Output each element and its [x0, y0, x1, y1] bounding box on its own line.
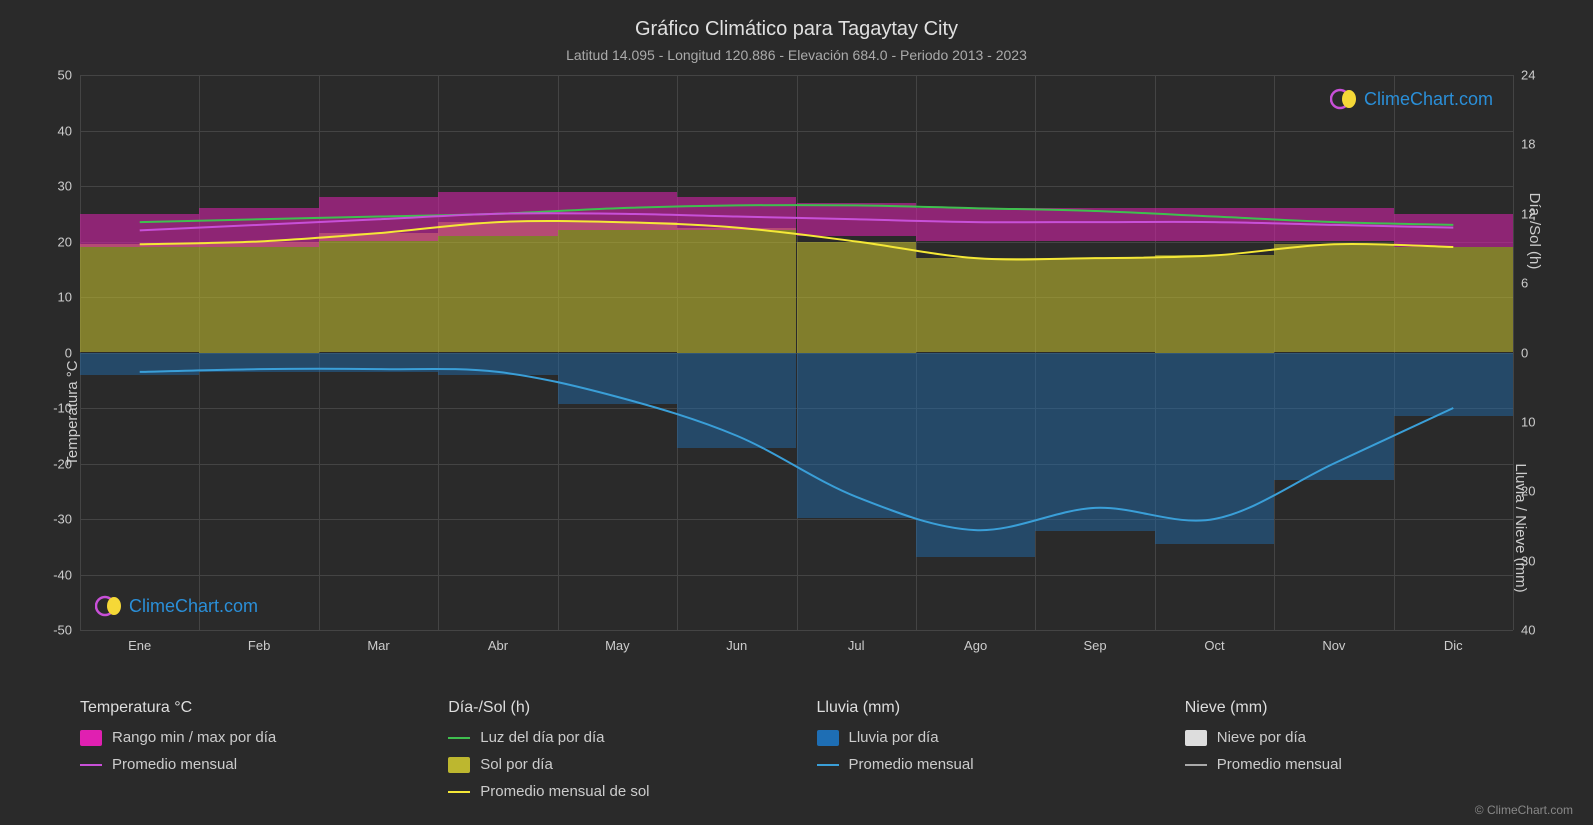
y-tick-left: -50: [53, 623, 72, 638]
plot-area: 50403020100-10-20-30-40-5024181260102030…: [80, 75, 1513, 630]
x-tick-month: Abr: [488, 638, 508, 653]
rain-avg-line: [140, 369, 1454, 530]
legend-header: Nieve (mm): [1185, 699, 1513, 717]
copyright: © ClimeChart.com: [1475, 803, 1573, 817]
y-tick-left: 10: [58, 290, 72, 305]
y-axis-right-top-title: Día-/Sol (h): [1526, 193, 1543, 270]
line-icon: [448, 737, 470, 739]
legend-item: Nieve por día: [1185, 729, 1513, 746]
watermark-text: ClimeChart.com: [129, 596, 258, 617]
legend-header: Lluvia (mm): [817, 699, 1145, 717]
y-tick-right-top: 12: [1521, 206, 1535, 221]
legend-column: Día-/Sol (h) Luz del día por día Sol por d…: [448, 699, 776, 810]
y-tick-left: -30: [53, 512, 72, 527]
x-tick-month: Feb: [248, 638, 270, 653]
y-tick-right-bottom: 30: [1521, 553, 1535, 568]
y-tick-right-top: 6: [1521, 276, 1528, 291]
legend-item: Lluvia por día: [817, 729, 1145, 746]
x-tick-month: Mar: [367, 638, 389, 653]
chart-title: Gráfico Climático para Tagaytay City: [0, 0, 1593, 41]
legend: Temperatura °C Rango min / max por día Pro…: [80, 699, 1513, 810]
legend-label: Sol por día: [480, 756, 553, 773]
sun-avg-line: [140, 221, 1454, 259]
y-tick-right-top: 18: [1521, 137, 1535, 152]
x-tick-month: Ene: [128, 638, 151, 653]
y-tick-right-top: 24: [1521, 68, 1535, 83]
legend-label: Nieve por día: [1217, 729, 1306, 746]
legend-item: Rango min / max por día: [80, 729, 408, 746]
legend-label: Rango min / max por día: [112, 729, 276, 746]
line-icon: [1185, 764, 1207, 766]
y-tick-left: 50: [58, 68, 72, 83]
y-tick-right-bottom: 40: [1521, 623, 1535, 638]
legend-item: Promedio mensual: [80, 756, 408, 773]
legend-item: Luz del día por día: [448, 729, 776, 746]
legend-label: Promedio mensual: [849, 756, 974, 773]
legend-column: Nieve (mm) Nieve por día Promedio mensual: [1185, 699, 1513, 810]
swatch-icon: [448, 757, 470, 773]
y-tick-left: 0: [65, 345, 72, 360]
legend-column: Lluvia (mm) Lluvia por día Promedio mensua…: [817, 699, 1145, 810]
legend-column: Temperatura °C Rango min / max por día Pro…: [80, 699, 408, 810]
line-icon: [817, 764, 839, 766]
swatch-icon: [1185, 730, 1207, 746]
line-icon: [80, 764, 102, 766]
legend-header: Día-/Sol (h): [448, 699, 776, 717]
line-icon: [448, 791, 470, 793]
x-tick-month: Dic: [1444, 638, 1463, 653]
x-tick-month: Jul: [848, 638, 865, 653]
logo-icon: [1330, 85, 1358, 113]
y-tick-right-bottom: 10: [1521, 414, 1535, 429]
legend-item: Promedio mensual de sol: [448, 783, 776, 800]
y-tick-right-top: 0: [1521, 345, 1528, 360]
y-tick-left: 30: [58, 179, 72, 194]
legend-item: Promedio mensual: [817, 756, 1145, 773]
x-tick-month: May: [605, 638, 630, 653]
gridline-v: [1513, 75, 1514, 630]
watermark-bottom: ClimeChart.com: [95, 592, 258, 620]
swatch-icon: [817, 730, 839, 746]
legend-item: Sol por día: [448, 756, 776, 773]
y-tick-left: 20: [58, 234, 72, 249]
legend-header: Temperatura °C: [80, 699, 408, 717]
chart-lines: [80, 75, 1513, 630]
y-tick-right-bottom: 20: [1521, 484, 1535, 499]
logo-icon: [95, 592, 123, 620]
x-tick-month: Jun: [726, 638, 747, 653]
x-tick-month: Sep: [1083, 638, 1106, 653]
x-tick-month: Nov: [1322, 638, 1345, 653]
x-tick-month: Ago: [964, 638, 987, 653]
legend-item: Promedio mensual: [1185, 756, 1513, 773]
y-tick-left: -10: [53, 401, 72, 416]
swatch-icon: [80, 730, 102, 746]
legend-label: Promedio mensual: [1217, 756, 1342, 773]
chart-subtitle: Latitud 14.095 - Longitud 120.886 - Elev…: [0, 41, 1593, 63]
x-tick-month: Oct: [1204, 638, 1224, 653]
legend-label: Lluvia por día: [849, 729, 939, 746]
y-tick-left: -20: [53, 456, 72, 471]
y-tick-left: 40: [58, 123, 72, 138]
watermark-top: ClimeChart.com: [1330, 85, 1493, 113]
legend-label: Promedio mensual: [112, 756, 237, 773]
climate-chart: Gráfico Climático para Tagaytay City Lat…: [0, 0, 1593, 825]
temp-avg-line: [140, 213, 1454, 230]
watermark-text: ClimeChart.com: [1364, 89, 1493, 110]
gridline-h: [80, 630, 1513, 631]
legend-label: Promedio mensual de sol: [480, 783, 649, 800]
legend-label: Luz del día por día: [480, 729, 604, 746]
y-tick-left: -40: [53, 567, 72, 582]
